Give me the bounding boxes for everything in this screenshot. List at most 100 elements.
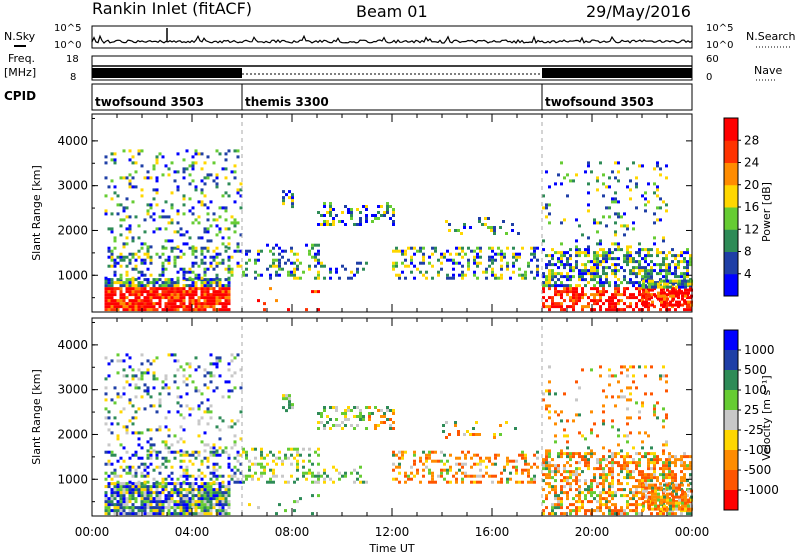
- radar-cell: [335, 406, 338, 409]
- radar-cell: [131, 422, 135, 426]
- radar-cell: [110, 212, 114, 216]
- radar-cell: [140, 471, 144, 475]
- radar-cell: [575, 296, 578, 300]
- radar-cell: [206, 299, 210, 303]
- radar-cell: [422, 273, 425, 277]
- radar-cell: [527, 264, 530, 268]
- radar-cell: [560, 272, 563, 276]
- radar-cell: [215, 494, 219, 498]
- radar-cell: [611, 479, 614, 483]
- radar-cell: [629, 281, 632, 285]
- radar-cell: [648, 285, 651, 289]
- radar-cell: [359, 217, 362, 220]
- radar-cell: [179, 512, 183, 516]
- radar-cell: [104, 398, 108, 402]
- radar-cell: [644, 500, 647, 504]
- radar-cell: [563, 470, 566, 474]
- radar-cell: [164, 482, 168, 486]
- radar-cell: [651, 501, 654, 505]
- radar-cell: [623, 509, 626, 513]
- radar-cell: [212, 480, 216, 484]
- radar-cell: [308, 453, 311, 457]
- radar-cell: [152, 188, 156, 192]
- radar-cell: [113, 270, 117, 274]
- radar-cell: [675, 504, 678, 508]
- radar-cell: [490, 226, 493, 229]
- radar-cell: [614, 221, 617, 225]
- radar-cell: [572, 275, 575, 279]
- radar-cell: [686, 512, 689, 516]
- radar-cell: [269, 468, 272, 472]
- radar-cell: [675, 483, 678, 487]
- radar-cell: [173, 258, 177, 262]
- radar-cell: [662, 374, 665, 378]
- radar-cell: [179, 404, 183, 408]
- radar-cell: [657, 294, 660, 298]
- radar-cell: [194, 188, 198, 192]
- radar-cell: [125, 380, 129, 384]
- radar-cell: [617, 263, 620, 267]
- radar-cell: [125, 308, 129, 312]
- radar-cell: [530, 258, 533, 262]
- radar-cell: [642, 282, 645, 286]
- radar-cell: [344, 223, 347, 226]
- radar-cell: [590, 368, 593, 372]
- radar-cell: [164, 425, 168, 429]
- radar-cell: [185, 477, 189, 481]
- radar-cell: [128, 182, 132, 186]
- radar-cell: [491, 246, 494, 250]
- radar-cell: [203, 302, 207, 306]
- radar-cell: [608, 473, 611, 477]
- radar-cell: [230, 374, 234, 378]
- radar-cell: [602, 173, 605, 177]
- radar-cell: [470, 249, 473, 253]
- radar-cell: [587, 191, 590, 195]
- radar-cell: [666, 501, 669, 505]
- radar-cell: [593, 302, 596, 306]
- radar-cell: [593, 278, 596, 282]
- radar-cell: [248, 459, 251, 463]
- radar-cell: [428, 456, 431, 460]
- radar-cell: [209, 482, 213, 486]
- radar-cell: [317, 273, 320, 277]
- radar-cell: [215, 252, 219, 256]
- radar-cell: [623, 290, 626, 294]
- radar-cell: [593, 299, 596, 303]
- radar-cell: [173, 255, 177, 259]
- radar-cell: [542, 239, 545, 243]
- radar-cell: [560, 254, 563, 258]
- radar-cell: [635, 287, 638, 291]
- radar-cell: [206, 246, 210, 250]
- radar-cell: [125, 374, 129, 378]
- radar-cell: [218, 465, 222, 469]
- radar-cell: [669, 300, 672, 304]
- radar-cell: [437, 273, 440, 277]
- radar-cell: [224, 500, 228, 504]
- radar-cell: [675, 294, 678, 298]
- radar-cell: [593, 452, 596, 456]
- radar-cell: [320, 223, 323, 226]
- radar-cell: [365, 217, 368, 220]
- radar-cell: [524, 459, 527, 463]
- radar-cell: [644, 476, 647, 480]
- radar-cell: [548, 305, 551, 309]
- radar-cell: [119, 176, 123, 180]
- radar-cell: [212, 258, 216, 262]
- radar-cell: [107, 374, 111, 378]
- radar-cell: [146, 249, 150, 253]
- radar-cell: [122, 446, 126, 450]
- radar-cell: [107, 299, 111, 303]
- radar-cell: [581, 470, 584, 474]
- radar-cell: [338, 424, 341, 427]
- radar-cell: [475, 421, 478, 424]
- radar-cell: [167, 221, 171, 225]
- radar-cell: [173, 374, 177, 378]
- radar-cell: [176, 255, 180, 259]
- radar-cell: [642, 489, 645, 493]
- radar-cell: [137, 149, 141, 153]
- radar-cell: [161, 509, 165, 513]
- radar-cell: [320, 412, 323, 415]
- radar-cell: [131, 377, 135, 381]
- radar-cell: [608, 206, 611, 210]
- radar-cell: [506, 459, 509, 463]
